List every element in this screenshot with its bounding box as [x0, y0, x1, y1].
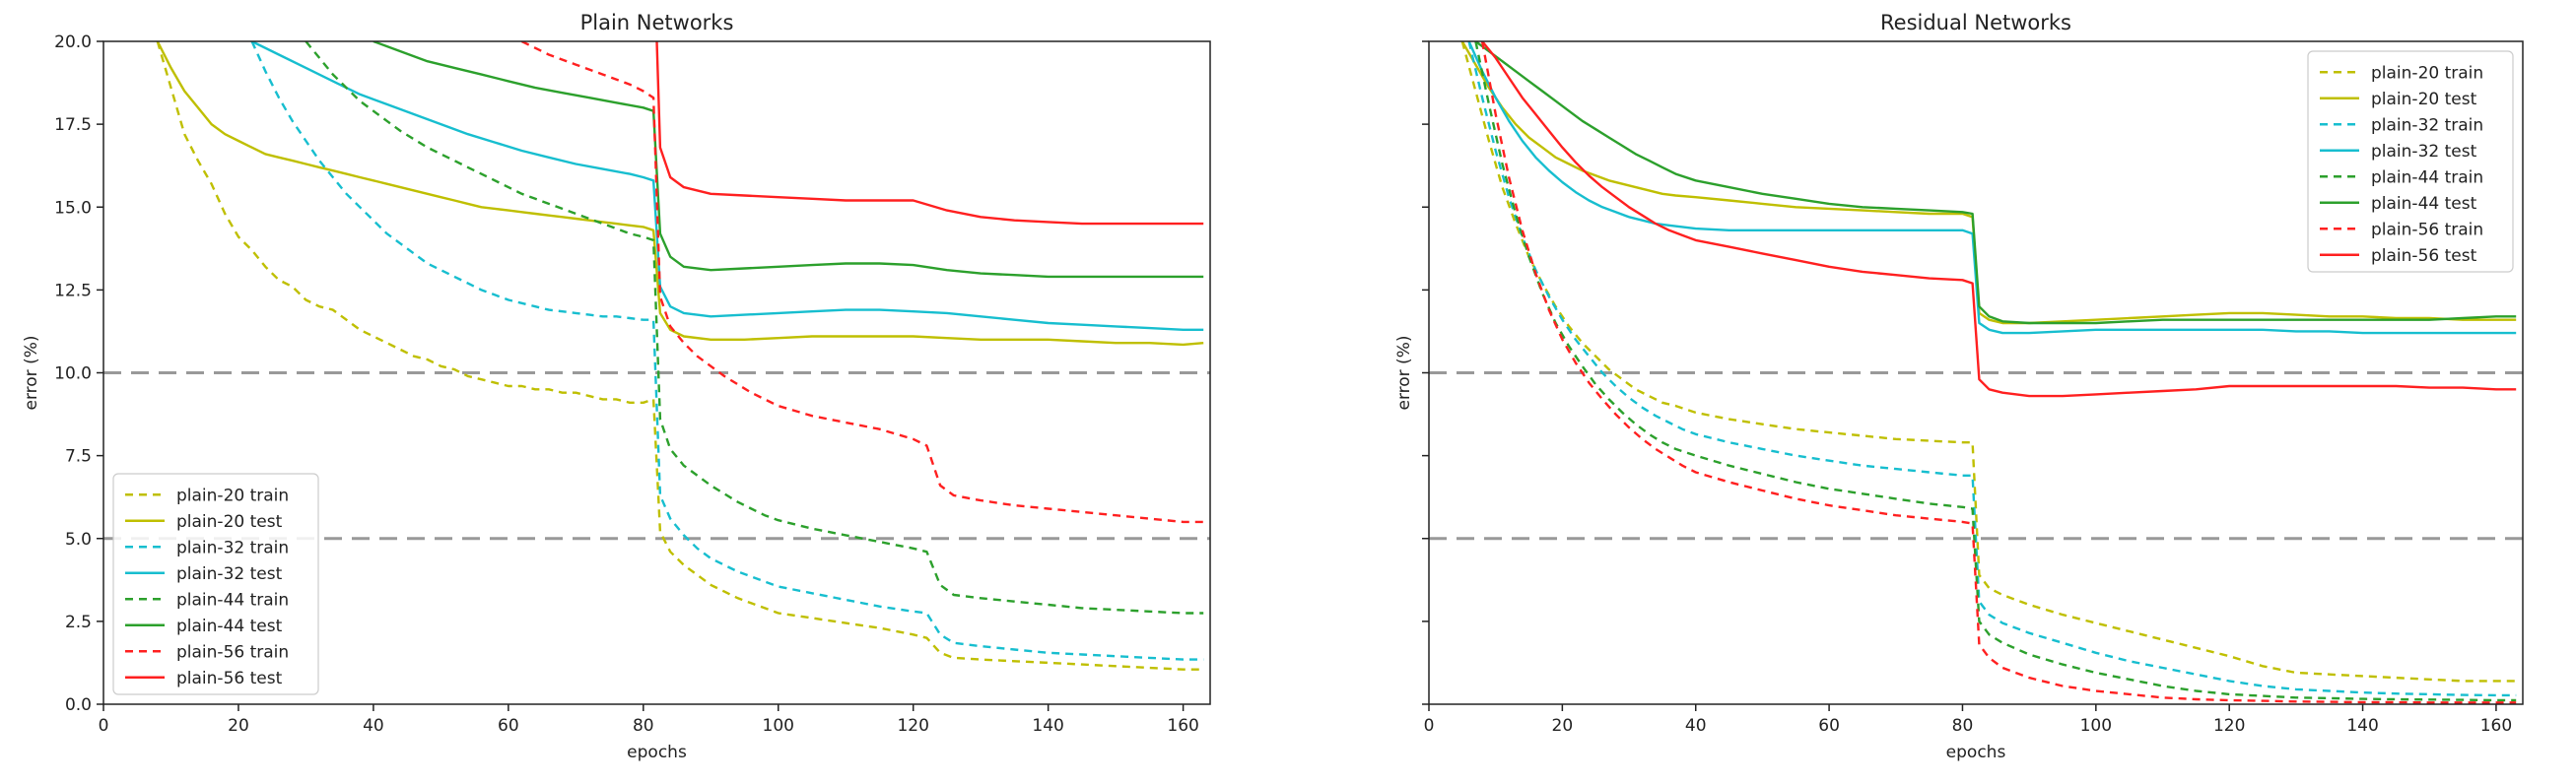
series-line-plain-44-test [373, 41, 1204, 279]
y-tick-label: 17.5 [54, 115, 92, 135]
x-tick-label: 120 [897, 716, 928, 736]
legend-entry: plain-44 train [2371, 167, 2483, 187]
x-tick-label: 100 [2080, 716, 2112, 736]
x-axis-label: epochs [627, 743, 687, 762]
legend-entry: plain-56 test [176, 669, 283, 688]
series-line-plain-32-test [251, 41, 1204, 331]
series-line-plain-56-test [1481, 41, 2517, 398]
legend-box [112, 473, 319, 695]
chart-plain-networks: Plain Networks 0 20 40 60 80 100 120 140 160 0.0 2.… [22, 11, 1211, 762]
y-tick-label: 0.0 [65, 695, 92, 715]
x-tick-label: 0 [99, 716, 109, 736]
y-axis-label: error (%) [22, 336, 41, 411]
series-line-plain-56-test [655, 41, 1204, 226]
x-tick-label: 160 [1167, 716, 1198, 736]
x-tick-label: 60 [1818, 716, 1840, 736]
x-tick-label: 80 [1952, 716, 1974, 736]
legend-entry: plain-44 test [2371, 194, 2477, 214]
chart-title: Plain Networks [580, 11, 734, 34]
x-tick-label: 140 [1032, 716, 1063, 736]
series-line-plain-44-test [1474, 41, 2517, 325]
series-line-plain-32-train [250, 41, 1204, 661]
legend-entry: plain-20 train [2371, 63, 2483, 83]
series-line-plain-20-test [156, 41, 1204, 347]
series-line-plain-20-train [1460, 41, 2517, 683]
legend-entry: plain-32 test [176, 564, 283, 584]
x-tick-label: 140 [2346, 716, 2378, 736]
legend-entry: plain-20 test [2371, 90, 2477, 109]
legend: plain-20 train plain-20 test plain-32 trai… [2307, 50, 2514, 273]
series-line-plain-20-train [156, 41, 1204, 671]
y-tick-label: 20.0 [54, 33, 92, 52]
series-group [156, 41, 1204, 671]
series-line-plain-32-test [1467, 41, 2517, 335]
y-tick-label: 12.5 [54, 281, 92, 300]
x-tick-label: 120 [2213, 716, 2245, 736]
x-tick-label: 20 [1552, 716, 1574, 736]
x-tick-label: 60 [498, 716, 519, 736]
x-tick-label: 20 [228, 716, 249, 736]
legend-entry: plain-56 train [176, 642, 289, 662]
legend-entry: plain-56 train [2371, 220, 2483, 239]
series-line-plain-56-train [1480, 41, 2517, 704]
legend: plain-20 train plain-20 test plain-32 trai… [112, 473, 319, 695]
x-tick-label: 80 [633, 716, 654, 736]
series-line-plain-20-test [1460, 41, 2517, 325]
legend-entry: plain-32 train [2371, 115, 2483, 135]
legend-box [2307, 50, 2514, 273]
series-line-plain-44-train [305, 41, 1204, 615]
chart-residual-networks: Residual Networks 0 20 40 60 80 100 120 140 160 ep… [1394, 11, 2524, 762]
legend-entry: plain-56 test [2371, 246, 2477, 266]
x-tick-label: 40 [363, 716, 384, 736]
series-line-plain-56-train [520, 41, 1204, 524]
y-axis-label: error (%) [1394, 336, 1414, 411]
series-group [1460, 41, 2517, 704]
legend-entry: plain-32 train [176, 538, 289, 557]
x-axis-label: epochs [1946, 743, 2006, 762]
x-tick-label: 0 [1424, 716, 1435, 736]
x-tick-label: 100 [763, 716, 794, 736]
y-tick-label: 10.0 [54, 364, 92, 384]
y-tick-label: 5.0 [65, 530, 92, 550]
x-tick-label: 160 [2480, 716, 2512, 736]
legend-entry: plain-44 train [176, 590, 289, 610]
x-tick-label: 40 [1685, 716, 1707, 736]
series-line-plain-32-train [1467, 41, 2517, 697]
legend-entry: plain-32 test [2371, 142, 2477, 162]
legend-entry: plain-20 test [176, 512, 283, 532]
legend-entry: plain-44 test [176, 617, 283, 636]
y-tick-label: 15.0 [54, 198, 92, 218]
legend-entry: plain-20 train [176, 486, 289, 505]
chart-title: Residual Networks [1880, 11, 2071, 34]
y-tick-label: 2.5 [65, 613, 92, 632]
y-tick-label: 7.5 [65, 447, 92, 467]
series-line-plain-44-train [1474, 41, 2517, 702]
